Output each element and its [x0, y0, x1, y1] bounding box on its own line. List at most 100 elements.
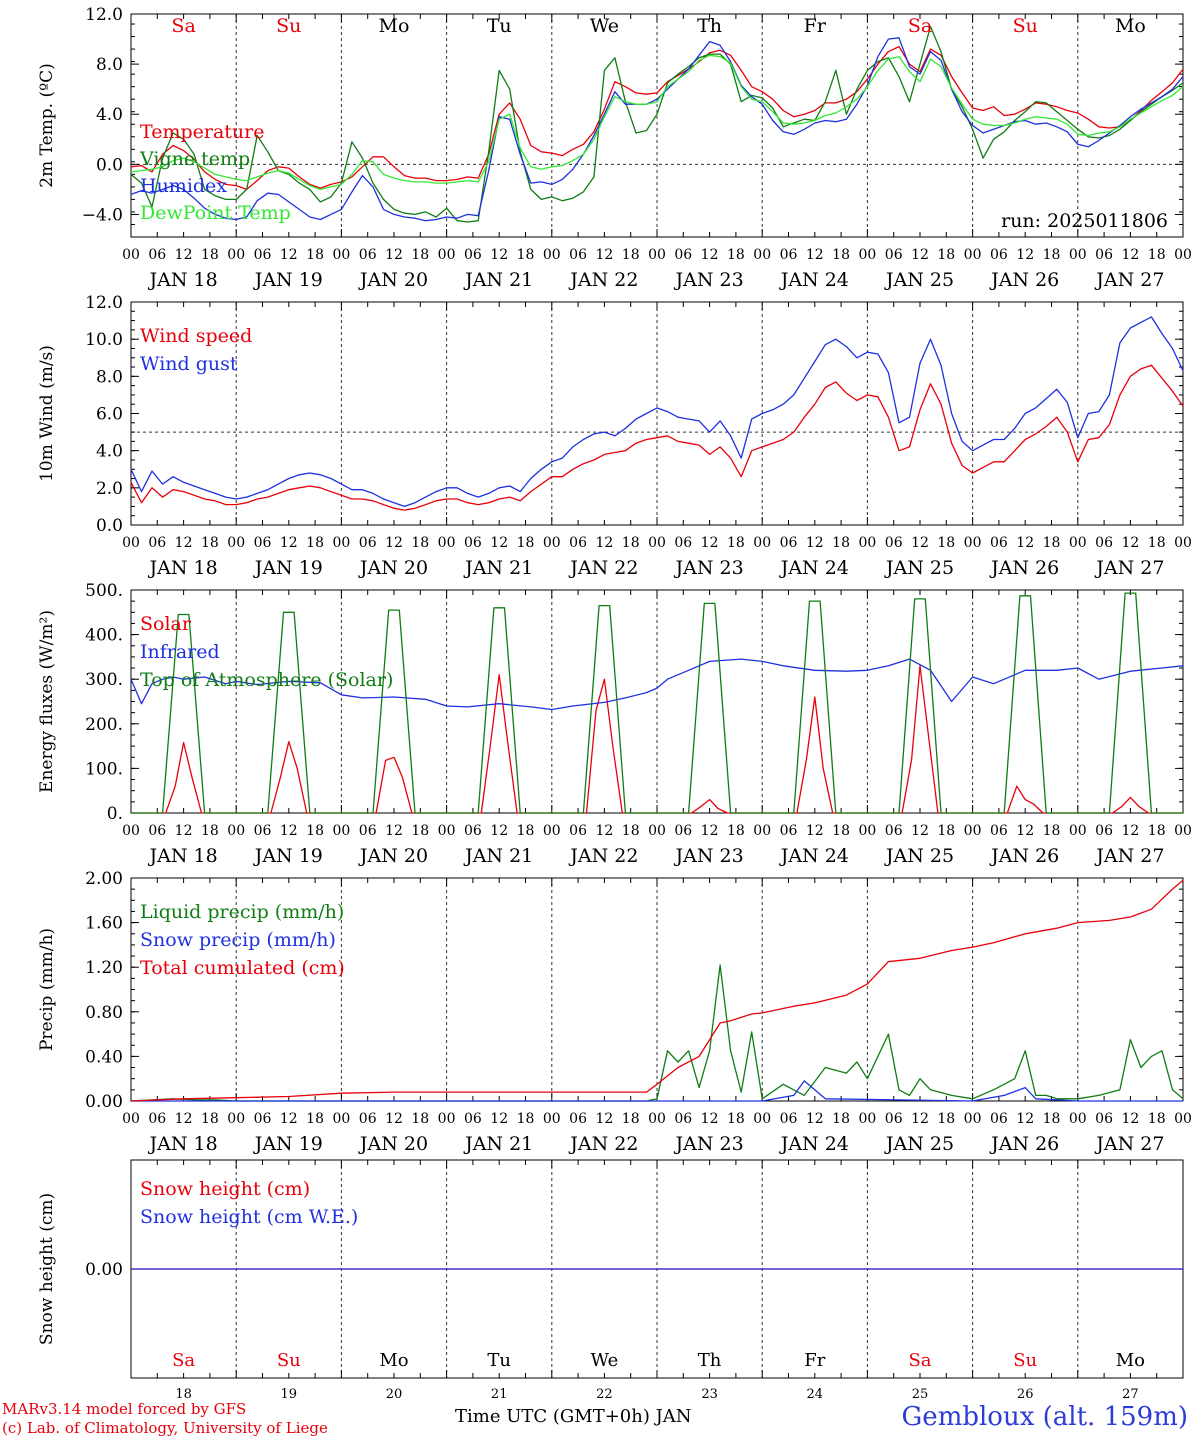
hour-label: 00	[964, 535, 982, 551]
day-number-label: 26	[1017, 1387, 1034, 1402]
date-label: JAN 22	[568, 1133, 638, 1155]
hour-label: 12	[1121, 535, 1139, 551]
legend-entry: Snow height (cm W.E.)	[140, 1206, 358, 1228]
y-tick-label: 0.00	[85, 1092, 123, 1112]
date-label: JAN 24	[779, 557, 849, 579]
hour-label: 18	[937, 247, 955, 263]
hour-label: 00	[438, 1111, 456, 1127]
hour-label: 06	[1095, 823, 1113, 839]
weekday-label-bottom: Sa	[908, 1350, 931, 1371]
y-tick-label: 0.0	[96, 516, 123, 536]
series-line	[130, 54, 1184, 191]
date-label: JAN 21	[463, 845, 533, 867]
hour-label: 00	[1174, 823, 1192, 839]
hour-label: 06	[148, 247, 166, 263]
hour-label: 06	[1095, 1111, 1113, 1127]
date-label: JAN 22	[568, 557, 638, 579]
series-line	[130, 879, 1184, 1102]
hour-label: 00	[122, 535, 140, 551]
weekday-label-bottom: Th	[698, 1350, 722, 1371]
date-label: JAN 26	[989, 845, 1059, 867]
y-tick-label: 0.0	[96, 155, 123, 175]
hour-label: 18	[201, 535, 219, 551]
hour-label: 06	[674, 247, 692, 263]
hour-label: 06	[464, 535, 482, 551]
hour-label: 06	[674, 823, 692, 839]
hour-label: 06	[254, 823, 272, 839]
series-line	[130, 364, 1184, 511]
legend-entry: Temperature	[140, 121, 264, 143]
hour-label: 12	[911, 823, 929, 839]
date-label: JAN 19	[253, 269, 323, 291]
weekday-label-top: Su	[276, 15, 301, 37]
hour-label: 12	[1016, 1111, 1034, 1127]
model-credit: MARv3.14 model forced by GFS	[2, 1400, 247, 1418]
hour-label: 12	[385, 535, 403, 551]
hour-label: 00	[964, 823, 982, 839]
hour-label: 12	[1016, 535, 1034, 551]
hour-label: 18	[1043, 823, 1061, 839]
date-label: JAN 20	[358, 269, 428, 291]
hour-label: 06	[674, 1111, 692, 1127]
hour-label: 12	[595, 247, 613, 263]
date-label: JAN 25	[884, 845, 954, 867]
hour-label: 12	[806, 1111, 824, 1127]
series-line	[130, 25, 1184, 223]
hour-label: 00	[753, 535, 771, 551]
hour-label: 00	[543, 823, 561, 839]
hour-label: 00	[858, 535, 876, 551]
legend-entry: DewPoint Temp	[140, 202, 291, 224]
date-label: JAN 27	[1094, 557, 1164, 579]
hour-label: 18	[517, 535, 535, 551]
hour-label: 12	[385, 1111, 403, 1127]
hour-label: 00	[1069, 1111, 1087, 1127]
hour-label: 06	[148, 823, 166, 839]
hour-label: 00	[1174, 247, 1192, 263]
day-number-label: 27	[1122, 1387, 1139, 1402]
hour-label: 06	[780, 1111, 798, 1127]
hour-label: 06	[464, 247, 482, 263]
hour-label: 06	[254, 1111, 272, 1127]
date-label: JAN 22	[568, 845, 638, 867]
hour-label: 00	[332, 1111, 350, 1127]
date-label: JAN 24	[779, 845, 849, 867]
hour-label: 12	[806, 823, 824, 839]
legend-entry: Snow height (cm)	[140, 1178, 310, 1200]
hour-label: 00	[648, 823, 666, 839]
hour-label: 06	[359, 1111, 377, 1127]
weekday-label-top: Th	[697, 15, 722, 37]
date-label: JAN 18	[148, 1133, 218, 1155]
hour-label: 18	[1043, 1111, 1061, 1127]
hour-label: 06	[990, 1111, 1008, 1127]
date-label: JAN 26	[989, 269, 1059, 291]
date-label: JAN 23	[674, 557, 744, 579]
series-line	[130, 316, 1184, 508]
date-label: JAN 27	[1094, 845, 1164, 867]
y-tick-label: 1.60	[85, 914, 123, 934]
date-label: JAN 18	[148, 845, 218, 867]
hour-label: 06	[1095, 535, 1113, 551]
hour-label: 18	[727, 823, 745, 839]
day-number-label: 24	[807, 1387, 824, 1402]
legend-entry: Solar	[140, 613, 192, 635]
date-label: JAN 21	[463, 1133, 533, 1155]
hour-label: 18	[622, 247, 640, 263]
hour-label: 00	[858, 247, 876, 263]
hour-label: 18	[201, 1111, 219, 1127]
date-label: JAN 23	[674, 845, 744, 867]
hour-label: 12	[1121, 823, 1139, 839]
legend-entry: Humidex	[140, 175, 227, 197]
hour-label: 12	[175, 247, 193, 263]
hour-label: 12	[175, 1111, 193, 1127]
day-number-label: 22	[596, 1387, 613, 1402]
hour-label: 18	[727, 1111, 745, 1127]
hour-label: 12	[385, 247, 403, 263]
y-axis-title: Snow height (cm)	[37, 1193, 57, 1345]
hour-label: 18	[306, 1111, 324, 1127]
weekday-label-bottom: Tu	[487, 1350, 511, 1371]
date-label: JAN 25	[884, 269, 954, 291]
series-line	[131, 1080, 1183, 1102]
weekday-label-top: Mo	[1115, 15, 1146, 37]
y-axis-title: Precip (mm/h)	[37, 928, 57, 1051]
date-label: JAN 20	[358, 557, 428, 579]
